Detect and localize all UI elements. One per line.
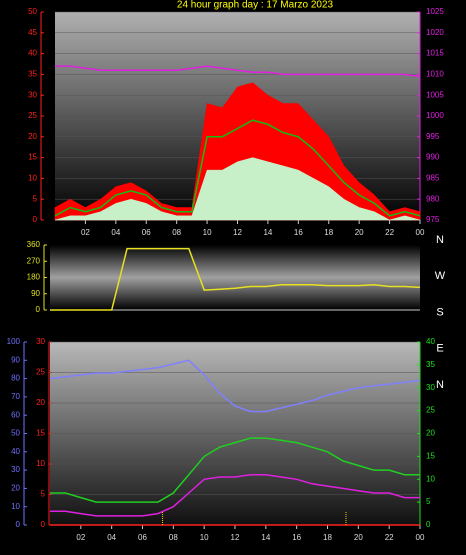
y-tick-label: 25: [36, 368, 45, 377]
x-tick-label: 06: [138, 533, 147, 542]
y-tick-label: 25: [28, 111, 37, 120]
y-tick-label: 40: [426, 337, 435, 346]
x-tick-label: 02: [81, 228, 90, 237]
x-tick-label: 12: [231, 533, 240, 542]
y-tick-label: 5: [33, 194, 38, 203]
x-tick-label: 00: [416, 533, 425, 542]
y-tick-label: 20: [36, 398, 45, 407]
y-tick-label: 10: [36, 459, 45, 468]
y-tick-label: 20: [28, 132, 37, 141]
x-tick-label: 16: [292, 533, 301, 542]
x-tick-label: 02: [76, 533, 85, 542]
y-tick-label: 10: [426, 474, 435, 483]
y-tick-label: 1020: [426, 28, 444, 37]
line: [55, 65, 421, 78]
y-tick-label: 5: [426, 497, 431, 506]
y-tick-label: 0: [16, 520, 21, 529]
y-tick-label: 1025: [426, 7, 444, 16]
x-tick-label: 08: [169, 533, 178, 542]
x-tick-label: 22: [385, 228, 394, 237]
y-tick-label: 0: [41, 520, 46, 529]
y-tick-label: 360: [27, 240, 41, 249]
plot-bg: [50, 245, 420, 310]
y-tick-label: 50: [11, 429, 20, 438]
x-tick-label: 14: [261, 533, 270, 542]
y-tick-label: 30: [11, 465, 20, 474]
line: [50, 247, 421, 311]
x-tick-label: 04: [107, 533, 116, 542]
x-tick-label: 16: [294, 228, 303, 237]
area: [54, 82, 421, 221]
y-tick-label: 90: [31, 289, 40, 298]
x-tick-label: 18: [324, 228, 333, 237]
y-tick-label: 90: [11, 355, 20, 364]
direction-label: N: [436, 379, 444, 391]
y-tick-label: 45: [28, 28, 37, 37]
y-tick-label: 1015: [426, 49, 444, 58]
y-tick-label: 15: [28, 153, 37, 162]
y-tick-label: 980: [426, 194, 440, 203]
x-tick-label: 10: [200, 533, 209, 542]
y-tick-label: 10: [28, 174, 37, 183]
y-tick-label: 70: [11, 392, 20, 401]
y-tick-label: 40: [28, 49, 37, 58]
y-tick-label: 60: [11, 410, 20, 419]
x-tick-label: 08: [172, 228, 181, 237]
y-tick-label: 10: [11, 502, 20, 511]
y-tick-label: 0: [426, 520, 431, 529]
y-tick-label: 30: [28, 90, 37, 99]
x-tick-label: 00: [416, 228, 425, 237]
y-tick-label: 100: [7, 337, 21, 346]
line: [54, 119, 421, 217]
direction-label: E: [436, 343, 443, 355]
y-tick-label: 0: [33, 215, 38, 224]
x-tick-label: 22: [385, 533, 394, 542]
y-tick-label: 975: [426, 215, 440, 224]
y-tick-label: 20: [11, 484, 20, 493]
x-tick-label: 04: [111, 228, 120, 237]
y-tick-label: 25: [426, 406, 435, 415]
y-tick-label: 35: [28, 70, 37, 79]
x-tick-label: 20: [354, 533, 363, 542]
line: [50, 437, 420, 503]
y-tick-label: 40: [11, 447, 20, 456]
y-tick-label: 0: [36, 305, 41, 314]
x-tick-label: 10: [203, 228, 212, 237]
area: [54, 157, 421, 221]
y-tick-label: 270: [27, 256, 41, 265]
x-tick-label: 18: [323, 533, 332, 542]
y-tick-label: 985: [426, 174, 440, 183]
y-tick-label: 15: [426, 451, 435, 460]
y-tick-label: 35: [426, 360, 435, 369]
y-tick-label: 15: [36, 429, 45, 438]
y-tick-label: 5: [41, 490, 46, 499]
y-tick-label: 1010: [426, 70, 444, 79]
y-tick-label: 995: [426, 132, 440, 141]
y-tick-label: 30: [426, 383, 435, 392]
y-tick-label: 30: [36, 337, 45, 346]
direction-label: S: [436, 306, 443, 318]
direction-label: N: [436, 234, 444, 246]
y-tick-label: 50: [28, 7, 37, 16]
y-tick-label: 1000: [426, 111, 444, 120]
x-tick-label: 20: [355, 228, 364, 237]
y-tick-label: 20: [426, 429, 435, 438]
y-tick-label: 180: [27, 273, 41, 282]
x-tick-label: 06: [142, 228, 151, 237]
x-tick-label: 14: [263, 228, 272, 237]
y-tick-label: 990: [426, 153, 440, 162]
chart-title: 24 hour graph day : 17 Marzo 2023: [177, 0, 334, 11]
direction-label: W: [435, 270, 446, 282]
line: [50, 473, 420, 517]
x-tick-label: 12: [233, 228, 242, 237]
y-tick-label: 1005: [426, 90, 444, 99]
line: [49, 359, 421, 413]
y-tick-label: 80: [11, 374, 20, 383]
